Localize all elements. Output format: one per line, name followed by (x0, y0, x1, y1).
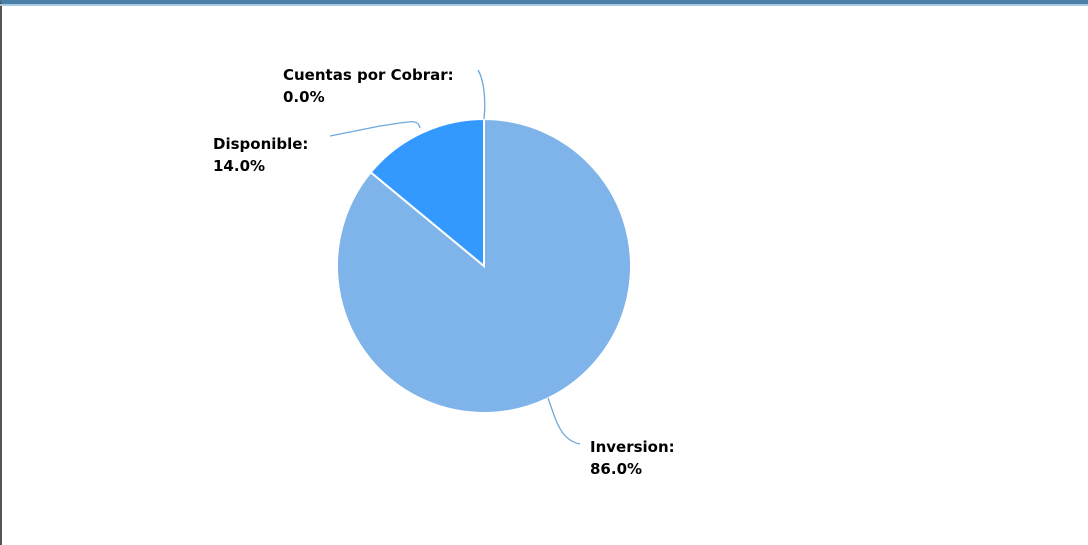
leader-lines (329, 69, 581, 445)
pie-slices (336, 117, 632, 414)
leader-inversion (547, 397, 581, 445)
pie-slice-disponible (369, 117, 485, 269)
label-inversion-pct: 86.0% (590, 460, 642, 478)
label-disponible-pct: 14.0% (213, 157, 265, 175)
leader-disponible (329, 121, 421, 137)
frame-top-accent (0, 4, 1088, 6)
leader-cuentas (477, 69, 486, 120)
label-cuentas-name: Cuentas por Cobrar: (283, 66, 454, 84)
label-inversion-name: Inversion: (590, 438, 675, 456)
label-cuentas-pct: 0.0% (283, 88, 325, 106)
label-disponible-name: Disponible: (213, 135, 308, 153)
